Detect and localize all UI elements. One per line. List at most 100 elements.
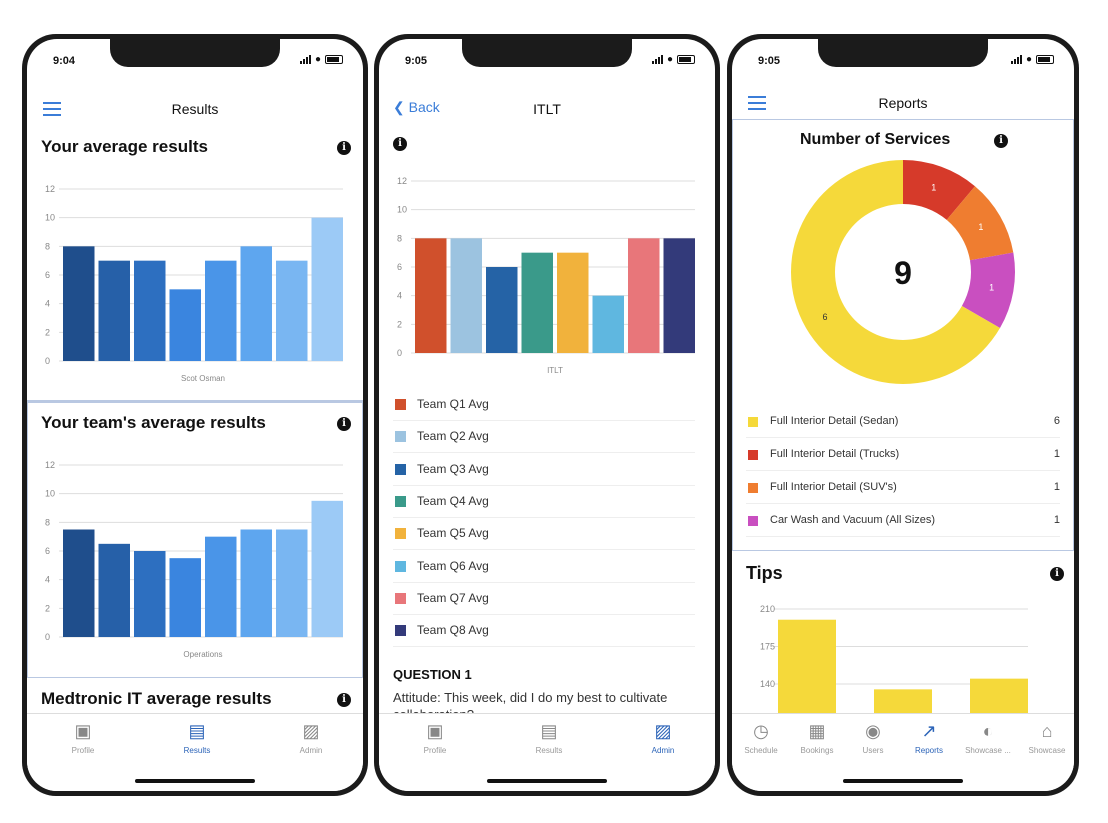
service-row: Car Wash and Vacuum (All Sizes) 1 [746,504,1060,537]
bar [592,295,624,353]
tab-users[interactable]: ◉ Users [850,722,896,755]
legend-item: Team Q5 Avg [393,518,695,551]
tab-results[interactable]: ▤ Results [177,722,217,755]
y-tick-label: 12 [45,460,55,470]
bar [63,529,95,637]
bar [663,238,695,353]
section-title: Medtronic IT average results [41,689,272,708]
tab-reports[interactable]: ↗ Reports [906,722,952,755]
tab-label: Results [535,746,563,755]
gauge-icon: ◐ [982,721,994,741]
info-icon[interactable]: i [393,137,407,151]
y-tick-label: 8 [45,241,50,251]
tab-results[interactable]: ▤ Results [529,722,569,755]
donut-chart: 1 1 1 6 9 [791,160,1015,384]
legend-swatch [395,625,406,637]
legend-swatch [395,431,406,443]
donut-slice [961,252,1015,328]
chevron-left-icon: ❮ [393,99,405,115]
tab-label: Showcase ... [965,746,1011,755]
y-tick-label: 10 [45,213,55,223]
x-axis-label: Scot Osman [181,374,225,383]
y-tick-label: 10 [45,489,55,499]
info-icon[interactable]: i [337,417,351,431]
service-count: 6 [1053,415,1060,427]
info-icon[interactable]: i [337,693,351,707]
bar [205,260,237,361]
home-indicator [487,779,607,783]
tab-label: Admin [651,746,675,755]
question-title: QUESTION 1 [393,667,472,682]
slice-label: 6 [823,312,828,322]
tab-label: Reports [914,746,943,755]
y-tick-label: 10 [397,205,407,215]
menu-icon[interactable] [748,96,766,114]
legend-label: Team Q2 Avg [417,429,489,444]
tab-schedule[interactable]: ◷ Schedule [738,722,784,755]
legend-label: Team Q7 Avg [417,590,489,605]
service-label: Full Interior Detail (Trucks) [770,448,900,460]
bar [205,536,237,637]
slice-label: 1 [978,222,983,232]
y-tick-label: 6 [45,270,50,280]
menu-icon[interactable] [43,102,61,120]
tab-label: Profile [423,746,447,755]
y-tick-label: 12 [45,184,55,194]
legend-item: Team Q6 Avg [393,551,695,583]
donut-slice [791,160,1000,384]
profile-icon: ▣ [74,721,92,741]
tab-label: Showcase [1028,746,1066,755]
notch [110,39,280,67]
service-row: Full Interior Detail (SUV's) 1 [746,471,1060,504]
bar [276,529,308,637]
info-icon[interactable]: i [337,141,351,155]
status-bar: 9:05 ● [379,51,715,71]
bar [134,551,166,637]
chart-itlt: 0 2 4 6 8 10 12 ITLT [397,176,695,375]
bar [778,619,836,719]
header: Results [27,93,363,123]
y-tick-label: 140 [760,679,775,689]
notch [462,39,632,67]
admin-icon: ▨ [302,721,320,741]
info-icon[interactable]: i [1050,567,1064,581]
phone-results: 9:04 ● Results Your average results i 0 2… [22,34,368,796]
donut-slice [903,160,975,220]
y-tick-label: 2 [397,319,402,329]
home-indicator [843,779,963,783]
donut-slice [946,186,1014,261]
x-axis-label: Operations [183,650,222,659]
info-icon[interactable]: i [994,134,1008,148]
chart-team-average: 0 2 4 6 8 10 12 Operations [45,460,343,659]
section-title: Your team's average results [41,413,266,432]
legend-item: Team Q4 Avg [393,486,695,518]
signal-icon [651,55,663,64]
tab-showcase-gauge[interactable]: ◐ Showcase ... [960,722,1016,755]
legend-label: Team Q8 Avg [417,623,489,638]
tab-admin[interactable]: ▨ Admin [291,722,331,755]
phone-reports: 9:05 ● Reports Number of Services i 1 1 1 6… [727,34,1079,796]
bar [169,558,201,637]
legend-label: Team Q5 Avg [417,526,489,541]
legend-label: Team Q3 Avg [417,461,489,476]
tab-admin[interactable]: ▨ Admin [643,722,683,755]
header: Reports [732,87,1074,117]
tab-showcase[interactable]: ⌂ Showcase [1024,722,1070,755]
chart-your-average: 0 2 4 6 8 10 12 Scot Osman [45,184,343,383]
bar [628,238,660,353]
bar [63,246,95,361]
tab-bookings[interactable]: ▦ Bookings [794,722,840,755]
legend-swatch [395,399,406,410]
back-button[interactable]: ❮ Back [393,99,440,116]
tips-title: Tips [746,563,783,583]
tab-label: Profile [71,746,95,755]
tab-profile[interactable]: ▣ Profile [63,722,103,755]
signal-icon [1010,55,1022,64]
legend-swatch [395,592,406,604]
slice-label: 1 [989,283,994,293]
bar [240,529,272,637]
y-tick-label: 0 [45,632,50,642]
y-tick-label: 12 [397,176,407,186]
tab-profile[interactable]: ▣ Profile [415,722,455,755]
divider [27,400,363,402]
